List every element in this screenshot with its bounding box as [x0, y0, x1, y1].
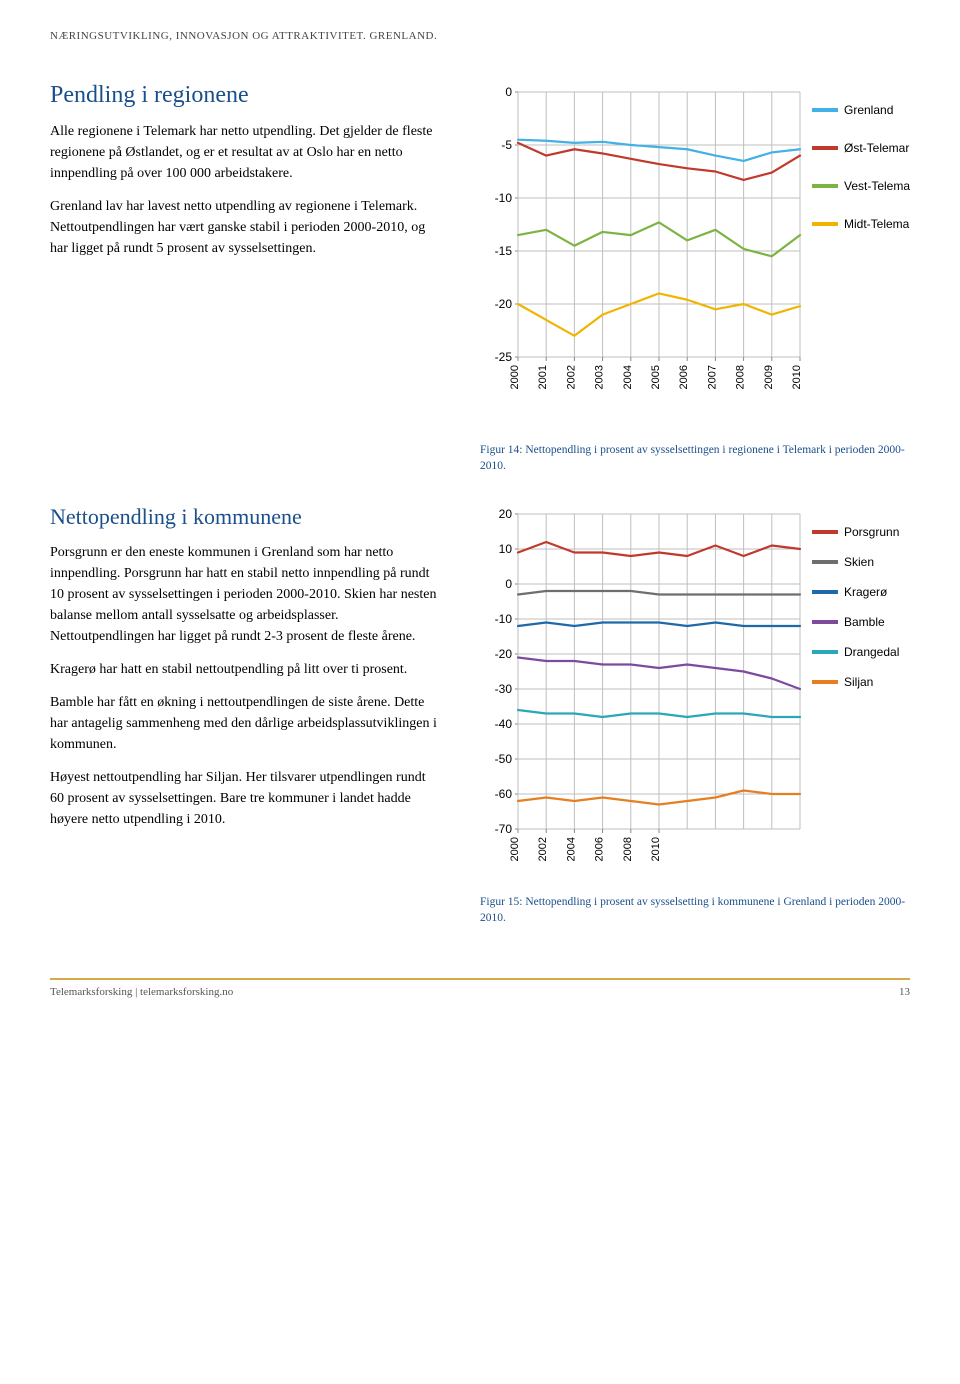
svg-text:2004: 2004 [565, 837, 577, 861]
svg-text:Kragerø: Kragerø [844, 585, 888, 599]
svg-text:0: 0 [505, 577, 512, 591]
section2-p3: Bamble har fått en økning i nettoutpendl… [50, 692, 440, 755]
svg-text:Porsgrunn: Porsgrunn [844, 525, 899, 539]
svg-text:Skien: Skien [844, 555, 874, 569]
page-footer: Telemarksforsking | telemarksforsking.no… [50, 978, 910, 998]
svg-text:-15: -15 [495, 244, 513, 258]
section2-text: Nettopendling i kommunene Porsgrunn er d… [50, 504, 440, 938]
section2-p1: Porsgrunn er den eneste kommunen i Grenl… [50, 542, 440, 647]
section2-p4: Høyest nettoutpendling har Siljan. Her t… [50, 767, 440, 830]
footer-page-number: 13 [899, 986, 910, 998]
svg-text:Vest-Telemark: Vest-Telemark [844, 179, 910, 193]
svg-text:-40: -40 [495, 717, 513, 731]
svg-text:Siljan: Siljan [844, 675, 873, 689]
svg-text:Midt-Telemark: Midt-Telemark [844, 217, 910, 231]
svg-text:-60: -60 [495, 787, 513, 801]
section1-p2: Grenland lav har lavest netto utpendling… [50, 196, 440, 259]
svg-text:2010: 2010 [791, 365, 803, 389]
svg-text:20: 20 [499, 507, 513, 521]
svg-text:2002: 2002 [565, 365, 577, 389]
section1-title: Pendling i regionene [50, 82, 440, 109]
svg-text:2004: 2004 [622, 365, 634, 389]
svg-text:-20: -20 [495, 647, 513, 661]
page-header: NÆRINGSUTVIKLING, INNOVASJON OG ATTRAKTI… [50, 30, 910, 42]
svg-text:Drangedal: Drangedal [844, 645, 899, 659]
section1-p1: Alle regionene i Telemark har netto utpe… [50, 121, 440, 184]
chart2-container: -70 -60 -50 -40 -30 -20 -10 0 10 20 2000 2002 2004 20… [480, 504, 910, 938]
section2-title: Nettopendling i kommunene [50, 504, 440, 530]
footer-left: Telemarksforsking | telemarksforsking.no [50, 986, 233, 998]
svg-text:2006: 2006 [594, 837, 606, 861]
svg-text:2010: 2010 [650, 837, 662, 861]
chart2-caption: Figur 15: Nettopendling i prosent av sys… [480, 894, 910, 926]
svg-text:10: 10 [499, 542, 513, 556]
chart1-svg: -25 -20 -15 -10 -5 0 2000 2001 2002 2003 2004 2005 2… [480, 82, 910, 412]
svg-text:2008: 2008 [622, 837, 634, 861]
chart1-caption: Figur 14: Nettopendling i prosent av sys… [480, 442, 910, 474]
svg-text:2009: 2009 [763, 365, 775, 389]
svg-text:-70: -70 [495, 822, 513, 836]
svg-text:2005: 2005 [650, 365, 662, 389]
svg-text:-20: -20 [495, 297, 513, 311]
svg-text:Grenland: Grenland [844, 103, 893, 117]
svg-text:-5: -5 [501, 138, 512, 152]
svg-text:-10: -10 [495, 191, 513, 205]
svg-text:-30: -30 [495, 682, 513, 696]
svg-text:Bamble: Bamble [844, 615, 885, 629]
section2-p2: Kragerø har hatt en stabil nettoutpendli… [50, 659, 440, 680]
chart2-svg: -70 -60 -50 -40 -30 -20 -10 0 10 20 2000 2002 2004 20… [480, 504, 910, 884]
section1-text: Pendling i regionene Alle regionene i Te… [50, 82, 440, 412]
svg-text:2002: 2002 [537, 837, 549, 861]
svg-text:2003: 2003 [594, 365, 606, 389]
svg-text:Øst-Telemark: Øst-Telemark [844, 141, 910, 155]
svg-text:2000: 2000 [509, 837, 521, 861]
svg-text:2001: 2001 [537, 365, 549, 389]
svg-text:2007: 2007 [706, 365, 718, 389]
chart1-container: -25 -20 -15 -10 -5 0 2000 2001 2002 2003 2004 2005 2… [480, 82, 910, 412]
svg-text:-25: -25 [495, 350, 513, 364]
svg-text:2000: 2000 [509, 365, 521, 389]
svg-text:2008: 2008 [735, 365, 747, 389]
svg-text:-10: -10 [495, 612, 513, 626]
svg-text:-50: -50 [495, 752, 513, 766]
svg-text:0: 0 [505, 85, 512, 99]
svg-text:2006: 2006 [678, 365, 690, 389]
